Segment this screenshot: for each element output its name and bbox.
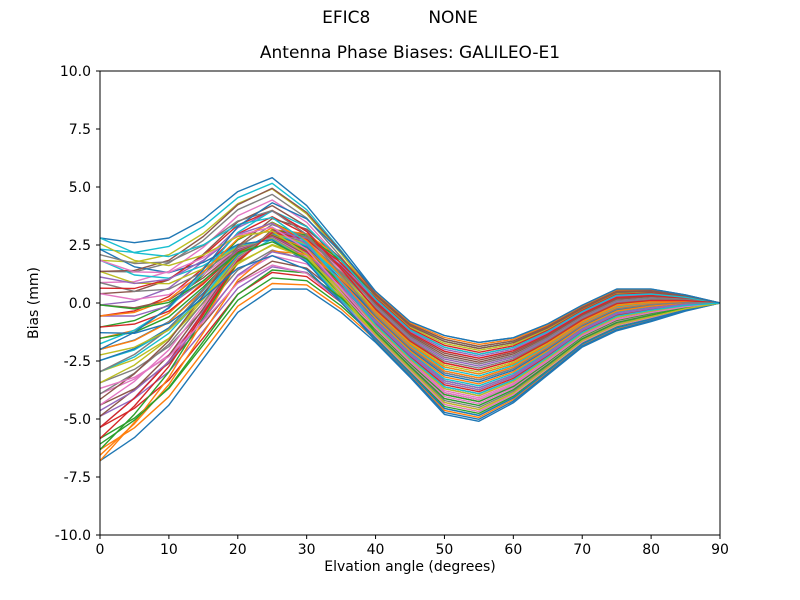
series-line-54 [100,222,720,391]
x-tick-label: 30 [298,542,316,558]
x-tick-label: 40 [367,542,385,558]
series-line-23 [100,229,720,440]
series-line-42 [100,269,720,445]
series-line-59 [100,216,720,395]
x-tick-label: 0 [96,542,105,558]
series-line-58 [100,230,720,411]
x-tick-label: 60 [504,542,522,558]
x-tick-label: 50 [436,542,454,558]
y-tick-label: 7.5 [69,122,91,138]
series-line-43 [100,231,720,428]
series-line-45 [100,217,720,401]
figure-suptitle: EFIC8 NONE [0,8,800,28]
suptitle-right-label: NONE [428,8,478,28]
y-tick-label: 10.0 [60,64,91,80]
y-tick-label: 5.0 [69,180,91,196]
series-line-52 [100,241,720,407]
chart-title: Antenna Phase Biases: GALILEO-E1 [259,43,561,63]
series-line-15 [100,204,720,363]
series-line-60 [100,202,720,351]
series-line-18 [100,188,720,351]
y-tick-label: -7.5 [64,470,91,486]
series-line-0 [100,288,720,462]
series-line-46 [100,264,720,413]
x-tick-label: 90 [711,542,729,558]
y-tick-label: -10.0 [55,528,91,544]
series-line-25 [100,230,720,417]
series-line-2 [100,277,720,440]
series-line-1 [100,282,720,451]
series-line-50 [100,254,720,417]
series-line-55 [100,187,720,348]
x-axis-label: Elvation angle (degrees) [324,559,496,575]
series-line-56 [100,226,720,401]
x-tick-label: 70 [573,542,591,558]
y-tick-label: 2.5 [69,238,91,254]
x-tick-label: 10 [160,542,178,558]
series-line-51 [100,222,720,379]
x-tick-label: 80 [642,542,660,558]
series-line-44 [100,251,720,412]
series-line-41 [100,250,720,456]
x-tick-label: 20 [229,542,247,558]
series-line-36 [100,236,720,405]
series-line-14 [100,210,720,367]
y-tick-label: -5.0 [64,412,91,428]
series-line-47 [100,223,720,373]
series-line-33 [100,235,720,393]
y-tick-label: 0.0 [69,296,91,312]
suptitle-left-label: EFIC8 [322,8,371,28]
series-line-40 [100,239,720,420]
series-line-27 [100,231,720,395]
y-tick-label: -2.5 [64,354,91,370]
